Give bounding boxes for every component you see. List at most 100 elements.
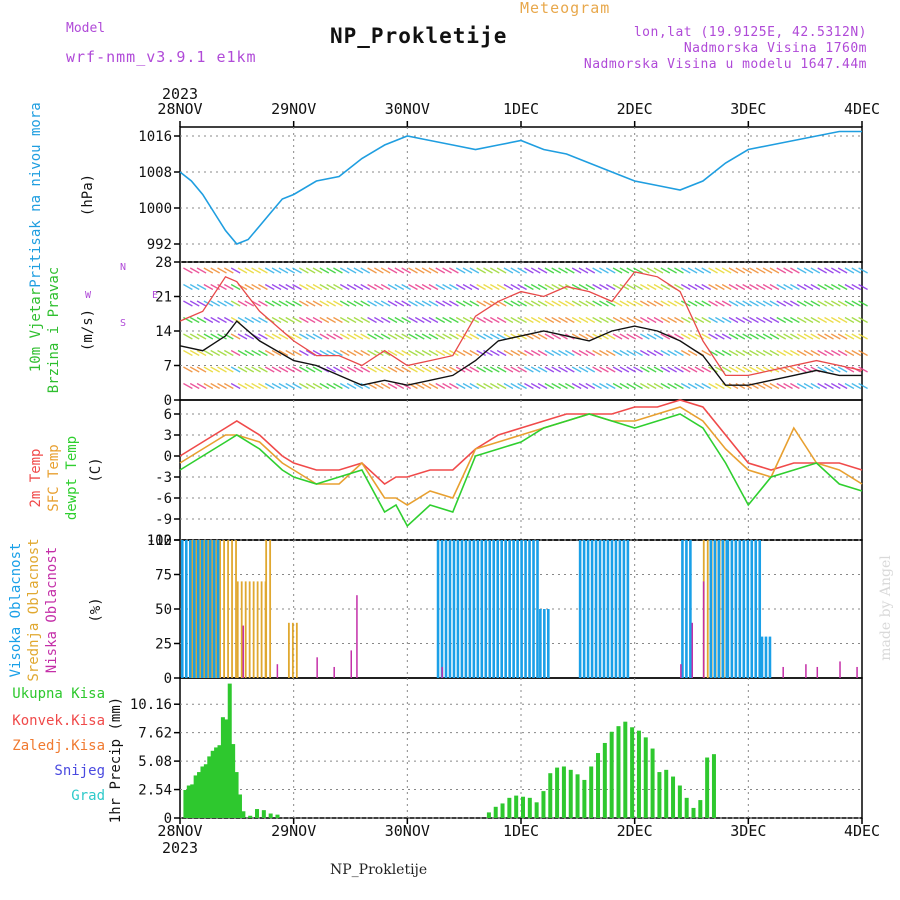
wind-barb: [483, 382, 493, 390]
high-cloud-bar: [532, 540, 535, 678]
wind-barb: [353, 267, 364, 274]
wind-barb: [251, 283, 261, 291]
wind-barb: [619, 316, 630, 324]
high-cloud-bar: [536, 540, 539, 678]
wind-barb: [339, 316, 350, 324]
x-tick-label-top: 3DEC: [730, 100, 766, 118]
wind-barb: [380, 267, 391, 274]
wind-barb: [640, 349, 650, 357]
wind-barb: [196, 333, 207, 340]
wind-barb: [251, 267, 261, 274]
wind-barb: [230, 366, 241, 373]
wind-barb: [510, 316, 521, 324]
wind-barb: [742, 267, 752, 274]
mid-cloud-bar: [260, 581, 263, 678]
high-cloud-bar: [614, 540, 618, 678]
mid-cloud-bar: [252, 581, 255, 678]
wind-barb: [537, 382, 548, 390]
wind-barb: [312, 366, 323, 373]
model-name: wrf-nmm_v3.9.1 e1km: [66, 48, 257, 66]
wind-barb: [810, 349, 821, 357]
wind-barb: [578, 349, 589, 357]
wind-barb: [551, 300, 562, 307]
mid-cloud-bar: [227, 540, 229, 678]
wind-barb: [394, 283, 405, 291]
wind-barb: [755, 349, 766, 357]
precip-bar: [596, 753, 601, 818]
wind-barb: [230, 382, 241, 390]
wind-barb: [571, 316, 582, 324]
temp-unit-label: (C): [88, 457, 104, 482]
y-tick-label: -6: [155, 491, 172, 507]
wind-barb: [224, 283, 234, 291]
wind-barb: [796, 300, 807, 307]
low-cloud-bar: [702, 581, 705, 678]
wind-barb: [414, 349, 425, 357]
wind-barb: [851, 382, 862, 390]
precip-bar: [623, 721, 628, 818]
wind-barb: [715, 283, 725, 291]
x-tick-label-top: 1DEC: [503, 100, 539, 118]
wind-barb: [264, 333, 275, 340]
high-cloud-bar: [516, 540, 519, 678]
wind-barb: [292, 349, 302, 357]
wind-barb: [674, 283, 684, 291]
mid-cloud-bar: [191, 540, 194, 678]
wind-barb: [646, 333, 657, 340]
wind-barb: [408, 300, 418, 307]
wind-unit-label: (m/s): [80, 309, 96, 351]
wind-barb: [660, 283, 671, 291]
wind-barb: [701, 366, 712, 373]
wind-barb: [694, 382, 705, 390]
wind-barb: [626, 349, 637, 357]
wind-barb: [271, 349, 282, 357]
wind-barb: [237, 316, 248, 324]
wind-barb: [824, 316, 834, 324]
wind-barb: [694, 300, 705, 307]
wind-barb: [803, 349, 814, 357]
wind-barb: [326, 333, 336, 340]
precip-bar: [224, 719, 229, 818]
wind-barb: [503, 349, 514, 357]
high-cloud-bar: [500, 540, 504, 678]
wind-barb: [776, 382, 787, 390]
mid-cloud-bar: [211, 540, 214, 678]
y-tick-label: 3: [164, 428, 172, 444]
precip-bar: [671, 776, 676, 818]
compass-w: W: [85, 290, 92, 301]
wind-barb: [333, 300, 343, 307]
high-cloud-bar: [758, 540, 762, 678]
wind-barb: [530, 300, 541, 307]
wind-barb: [196, 382, 207, 390]
high-cloud-bar: [750, 540, 754, 678]
wind-barb: [183, 382, 193, 390]
precip-bar: [616, 726, 621, 818]
wind-barb: [612, 382, 623, 390]
wind-barb: [339, 382, 350, 390]
precip-bar: [275, 814, 280, 818]
high-cloud-bar: [504, 540, 507, 678]
wind-barb: [503, 316, 514, 324]
wind-barb: [810, 300, 821, 307]
wind-barb: [278, 366, 289, 373]
wind-barb: [449, 267, 459, 274]
wind-barb: [510, 300, 521, 307]
wind-barb: [299, 333, 309, 340]
wind-barb: [196, 316, 207, 324]
wind-barb: [790, 300, 800, 307]
wind-barb: [708, 316, 718, 324]
low-cloud-bar: [441, 666, 443, 678]
high-cloud-bar: [196, 540, 200, 678]
x-tick-label-top: 28NOV: [157, 100, 202, 118]
chart-title: NP_Prokletije: [330, 24, 508, 48]
wind-barb: [380, 382, 391, 390]
wind-barb: [633, 366, 643, 373]
precip-bar: [231, 744, 236, 818]
wind-barb: [830, 349, 841, 357]
high-cloud-bar: [520, 540, 523, 678]
wind-barb: [421, 283, 432, 291]
wind-barb: [626, 300, 637, 307]
wind-barb: [271, 267, 282, 274]
high-cloud-bar: [689, 540, 692, 678]
wind-barb: [640, 283, 650, 291]
